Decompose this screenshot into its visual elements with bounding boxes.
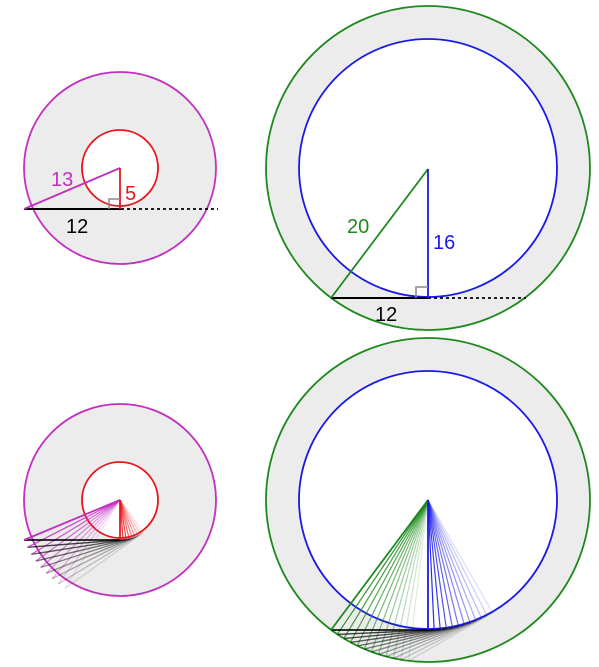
hypotenuse-segment [377, 499, 429, 655]
tangent-segment [393, 617, 482, 660]
hypotenuse-segment [23, 499, 121, 541]
outer-circle-large-top [265, 5, 591, 331]
tangent-segment [385, 620, 477, 658]
radius-segment [427, 499, 454, 628]
panel-bottom-left [23, 403, 217, 597]
tangent-segment [371, 624, 465, 653]
rotating-segments-small [23, 499, 144, 589]
tangent-segment [51, 535, 139, 580]
radius-segment [427, 499, 471, 624]
outer-circle-large-bottom [265, 337, 591, 663]
hypotenuse-segment [336, 499, 429, 635]
hypotenuse-large-top [330, 168, 429, 299]
hypotenuse-segment [343, 499, 429, 639]
outer-circle-small-bottom [23, 403, 217, 597]
radius-segment [427, 499, 494, 614]
radius-segment [427, 499, 447, 629]
radius-segment [427, 499, 465, 625]
right-angle-marker-large-top [415, 286, 428, 298]
radius-segment [427, 499, 460, 627]
radius-segment [427, 499, 477, 622]
label-tangent-12-small: 12 [66, 216, 88, 238]
annulus-fill-small-top [24, 72, 216, 264]
label-tangent-12-large: 12 [375, 304, 397, 326]
hypotenuse-small-top [23, 167, 121, 210]
radius-segment [119, 499, 142, 535]
radius-segment [427, 499, 488, 617]
label-leg-16: 16 [433, 232, 455, 254]
right-angle-marker-small-top [108, 198, 120, 209]
radius-segment [427, 499, 441, 630]
label-hypotenuse-13: 13 [51, 169, 73, 191]
panel-top-right: 20 16 12 [265, 5, 591, 331]
hypotenuse-segment [45, 499, 121, 574]
panel-top-left: 13 5 12 [23, 71, 218, 265]
hypotenuse-segment [363, 499, 429, 650]
tangent-segment [35, 538, 130, 562]
outer-circle-small-top [23, 71, 217, 265]
label-hypotenuse-20: 20 [347, 216, 369, 238]
rotating-segments-large [330, 499, 494, 662]
hypotenuse-segment [330, 499, 429, 631]
tangent-segment [378, 622, 471, 656]
hypotenuse-segment [370, 499, 429, 653]
tangent-segment [400, 615, 488, 661]
radius-segment [427, 499, 483, 619]
tangent-segment [45, 536, 136, 574]
tangent-segment [31, 538, 127, 556]
tangent-segment [27, 539, 124, 549]
tangent-segment [40, 537, 133, 569]
panel-bottom-right [265, 337, 591, 663]
radius-segment [119, 499, 139, 537]
hypotenuse-segment [349, 499, 429, 643]
radius-segment [119, 499, 144, 533]
label-leg-5: 5 [125, 183, 136, 205]
tangent-segment [58, 533, 142, 585]
tangent-segment [408, 612, 493, 662]
tangent-segment [64, 531, 144, 589]
hypotenuse-segment [356, 499, 429, 647]
radius-segment [427, 499, 435, 630]
